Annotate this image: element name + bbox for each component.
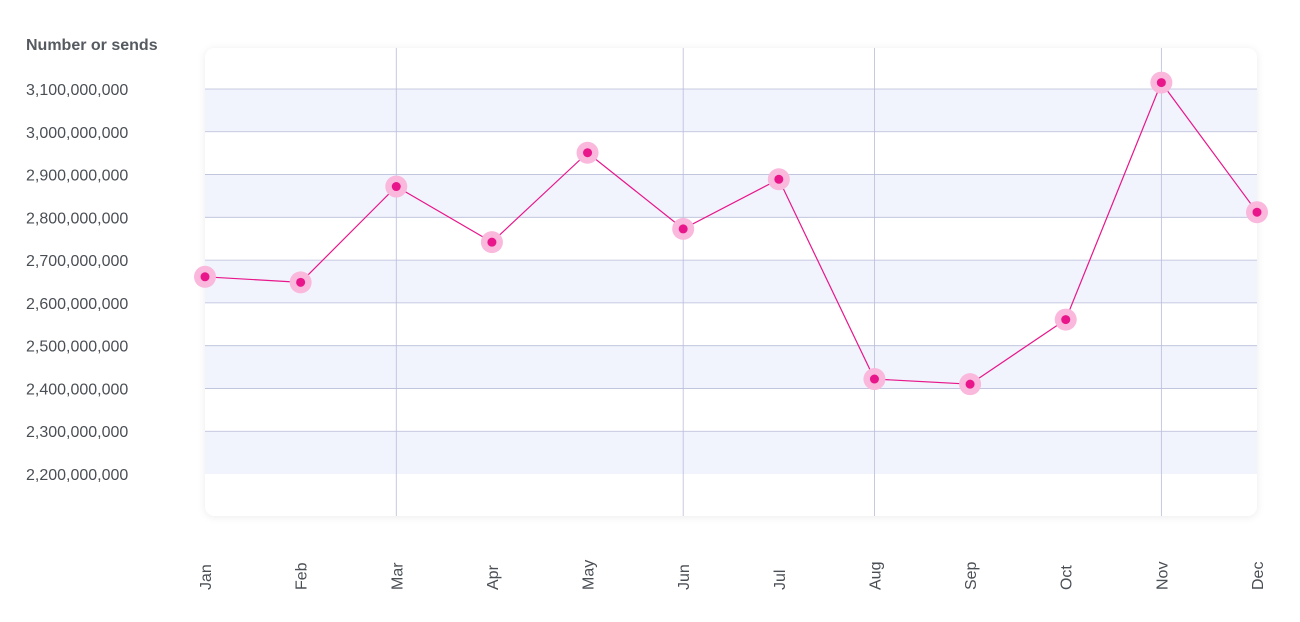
series-layer bbox=[194, 71, 1268, 396]
grid-band bbox=[205, 260, 1257, 303]
y-tick-label: 2,500,000,000 bbox=[26, 339, 128, 356]
data-point-dot bbox=[678, 224, 688, 234]
data-point[interactable] bbox=[289, 271, 312, 294]
grid-band bbox=[205, 431, 1257, 474]
data-point-dot bbox=[1156, 78, 1166, 88]
data-point[interactable] bbox=[1054, 308, 1077, 331]
data-point-dot bbox=[487, 237, 497, 247]
data-point-dot bbox=[296, 277, 306, 287]
horizontal-grid bbox=[205, 88, 1257, 432]
y-tick-label: 2,600,000,000 bbox=[26, 296, 128, 313]
y-tick-label: 3,100,000,000 bbox=[26, 82, 128, 99]
x-axis: Jan Feb Mar Apr May Jun Jul Aug Sep Oct Nov Dec bbox=[198, 560, 1267, 590]
y-tick-label: 2,300,000,000 bbox=[26, 424, 128, 441]
x-tick-label: Jan bbox=[198, 564, 215, 590]
data-point-dot bbox=[774, 174, 784, 184]
y-tick-label: 2,700,000,000 bbox=[26, 253, 128, 270]
x-tick-label: Apr bbox=[485, 564, 502, 590]
data-point-dot bbox=[200, 272, 210, 282]
data-point-dot bbox=[583, 148, 593, 158]
data-point[interactable] bbox=[385, 175, 408, 198]
y-tick-label: 2,900,000,000 bbox=[26, 168, 128, 185]
data-point[interactable] bbox=[576, 141, 599, 164]
x-tick-label: Nov bbox=[1154, 562, 1171, 590]
data-point[interactable] bbox=[672, 217, 695, 240]
data-point-dot bbox=[869, 374, 879, 384]
data-point[interactable] bbox=[1150, 71, 1173, 94]
data-point-dot bbox=[965, 379, 975, 389]
y-tick-label: 2,400,000,000 bbox=[26, 381, 128, 398]
x-tick-label: May bbox=[581, 560, 598, 590]
data-point-dot bbox=[391, 182, 401, 192]
y-axis-label: Number or sends bbox=[26, 37, 158, 54]
y-tick-label: 2,200,000,000 bbox=[26, 467, 128, 484]
x-tick-label: Aug bbox=[867, 562, 884, 590]
data-point-dot bbox=[1061, 315, 1071, 325]
grid-band bbox=[205, 345, 1257, 389]
data-point[interactable] bbox=[863, 368, 886, 391]
x-tick-label: Sep bbox=[963, 561, 980, 590]
data-point[interactable] bbox=[194, 265, 216, 288]
y-axis: 2,200,000,000 2,300,000,000 2,400,000,000 2… bbox=[26, 82, 128, 484]
x-tick-label: Mar bbox=[389, 562, 406, 590]
y-tick-label: 3,000,000,000 bbox=[26, 125, 128, 142]
data-point[interactable] bbox=[767, 168, 790, 191]
x-tick-label: Dec bbox=[1250, 562, 1267, 590]
grid-band bbox=[205, 89, 1257, 132]
vertical-grid bbox=[395, 48, 1162, 516]
data-point[interactable] bbox=[1246, 201, 1268, 224]
x-tick-label: Jun bbox=[676, 564, 693, 590]
x-tick-label: Feb bbox=[294, 562, 311, 590]
data-point-dot bbox=[1252, 207, 1262, 217]
data-point[interactable] bbox=[480, 231, 503, 254]
x-tick-label: Oct bbox=[1059, 565, 1076, 590]
x-tick-label: Jul bbox=[772, 570, 789, 590]
y-tick-label: 2,800,000,000 bbox=[26, 210, 128, 227]
series-line bbox=[204, 81, 1258, 385]
grid-band bbox=[205, 174, 1257, 218]
data-point[interactable] bbox=[959, 373, 982, 396]
